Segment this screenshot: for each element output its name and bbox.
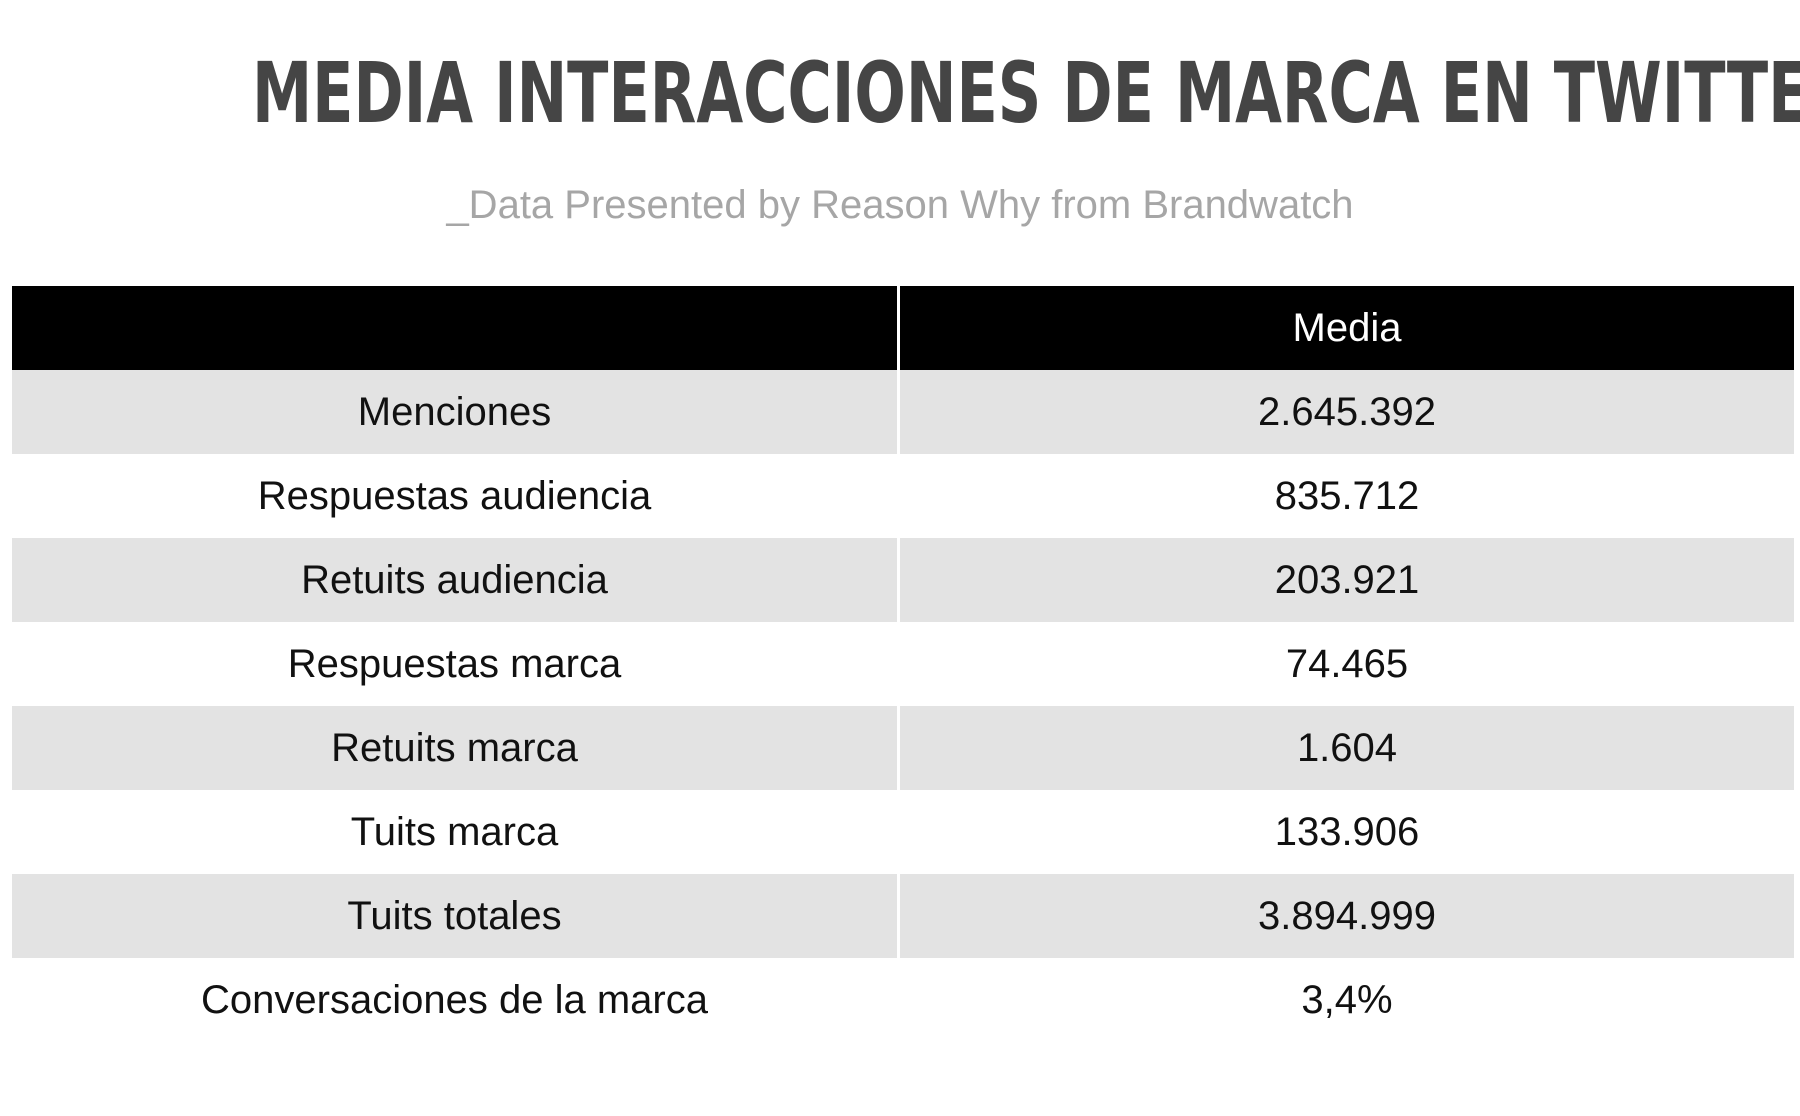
row-value: 203.921 <box>900 538 1794 622</box>
row-value: 835.712 <box>900 454 1794 538</box>
row-label: Menciones <box>12 370 900 454</box>
table-row: Conversaciones de la marca 3,4% <box>12 958 1794 1042</box>
table-row: Retuits audiencia 203.921 <box>12 538 1794 622</box>
table-row: Respuestas marca 74.465 <box>12 622 1794 706</box>
row-value: 3,4% <box>900 958 1794 1042</box>
row-label: Respuestas marca <box>12 622 900 706</box>
table-row: Tuits totales 3.894.999 <box>12 874 1794 958</box>
row-label: Retuits marca <box>12 706 900 790</box>
data-table: Media Menciones 2.645.392 Respuestas aud… <box>12 286 1794 1042</box>
table-row: Retuits marca 1.604 <box>12 706 1794 790</box>
row-value: 1.604 <box>900 706 1794 790</box>
row-value: 2.645.392 <box>900 370 1794 454</box>
page-title: MEDIA INTERACCIONES DE MARCA EN TWITTER <box>252 44 1800 142</box>
row-label: Respuestas audiencia <box>12 454 900 538</box>
row-label: Retuits audiencia <box>12 538 900 622</box>
table-row: Menciones 2.645.392 <box>12 370 1794 454</box>
row-value: 133.906 <box>900 790 1794 874</box>
table-row: Tuits marca 133.906 <box>12 790 1794 874</box>
column-header-media: Media <box>900 286 1794 370</box>
row-value: 3.894.999 <box>900 874 1794 958</box>
column-header-label <box>12 286 900 370</box>
table-row: Respuestas audiencia 835.712 <box>12 454 1794 538</box>
row-label: Conversaciones de la marca <box>12 958 900 1042</box>
row-value: 74.465 <box>900 622 1794 706</box>
page-subtitle: _Data Presented by Reason Why from Brand… <box>446 183 1354 227</box>
row-label: Tuits marca <box>12 790 900 874</box>
table-header-row: Media <box>12 286 1794 370</box>
row-label: Tuits totales <box>12 874 900 958</box>
